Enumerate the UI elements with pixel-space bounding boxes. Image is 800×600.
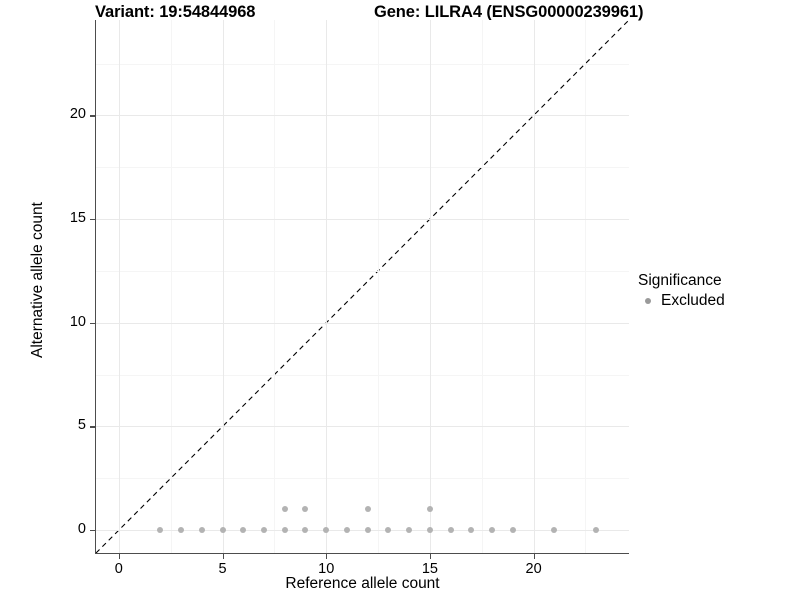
- gridline-major-horizontal: [96, 219, 629, 221]
- legend-item[interactable]: Excluded: [640, 292, 798, 310]
- y-tick-label: 15: [69, 210, 86, 227]
- x-tick-mark: [222, 554, 224, 559]
- data-point: [323, 527, 330, 534]
- legend-items: Excluded: [638, 292, 798, 310]
- variant-title: Variant: 19:54844968: [95, 3, 256, 21]
- gridline-minor-horizontal: [96, 63, 629, 65]
- gridline-minor-horizontal: [96, 374, 629, 376]
- data-point: [551, 527, 558, 534]
- x-tick-label: 10: [318, 561, 335, 577]
- x-tick-label: 15: [421, 561, 438, 577]
- y-tick-label: 0: [77, 521, 86, 538]
- y-tick-label: 10: [69, 313, 86, 330]
- gridline-major-horizontal: [96, 115, 629, 117]
- data-point: [364, 527, 371, 534]
- y-tick-mark: [90, 219, 95, 221]
- gridline-minor-horizontal: [96, 167, 629, 169]
- y-tick-mark: [90, 322, 95, 324]
- gridline-minor-vertical: [481, 20, 483, 553]
- legend-item-label: Excluded: [661, 292, 725, 309]
- y-tick-mark: [90, 426, 95, 428]
- gridline-minor-vertical: [585, 20, 587, 553]
- gridline-minor-horizontal: [96, 478, 629, 480]
- gridline-minor-vertical: [378, 20, 380, 553]
- y-tick-mark: [90, 530, 95, 532]
- y-tick-label: 5: [77, 417, 86, 434]
- data-point: [198, 527, 205, 534]
- gridline-major-vertical: [222, 20, 224, 553]
- x-tick-mark: [118, 554, 120, 559]
- y-axis-line: [95, 20, 97, 554]
- gridline-major-horizontal: [96, 530, 629, 532]
- gridline-major-vertical: [429, 20, 431, 553]
- legend-title: Significance: [638, 272, 722, 289]
- legend-dot-icon: [645, 298, 651, 304]
- legend-key: [640, 293, 656, 309]
- data-point: [447, 527, 454, 534]
- x-tick-label: 20: [525, 561, 542, 577]
- x-axis-line: [95, 553, 629, 555]
- data-point: [281, 506, 288, 513]
- data-point: [240, 527, 247, 534]
- data-point: [219, 527, 226, 534]
- gridline-major-vertical: [533, 20, 535, 553]
- gridline-major-vertical: [326, 20, 328, 553]
- data-point: [592, 527, 599, 534]
- y-axis-tick-labels: 0 5 10 15 20: [42, 0, 86, 600]
- x-tick-label: 5: [218, 561, 227, 577]
- data-point: [281, 527, 288, 534]
- x-tick-mark: [533, 554, 535, 559]
- y-tick-mark: [90, 115, 95, 117]
- data-point: [302, 506, 309, 513]
- plot-panel: [96, 20, 629, 553]
- gridline-minor-vertical: [170, 20, 172, 553]
- x-tick-mark: [429, 554, 432, 559]
- gene-title: Gene: LILRA4 (ENSG00000239961): [374, 3, 644, 21]
- data-point: [302, 527, 309, 534]
- x-tick-mark: [326, 554, 328, 559]
- gridline-major-horizontal: [96, 426, 629, 428]
- gridline-minor-horizontal: [96, 270, 629, 272]
- gridline-major-vertical: [118, 20, 120, 553]
- data-point: [157, 527, 164, 534]
- y-tick-label: 20: [69, 106, 86, 123]
- x-tick-label: 0: [114, 561, 123, 577]
- gridline-minor-vertical: [274, 20, 276, 553]
- data-point: [343, 527, 350, 534]
- legend: Significance Excluded: [638, 272, 798, 310]
- identity-reference-line: [96, 20, 629, 553]
- data-point: [364, 506, 371, 513]
- data-point: [260, 527, 267, 534]
- data-point: [426, 527, 433, 534]
- data-point: [426, 506, 433, 513]
- data-point: [489, 527, 496, 534]
- data-point: [509, 527, 516, 534]
- data-point: [178, 527, 185, 534]
- data-point: [468, 527, 475, 534]
- x-axis-label: Reference allele count: [285, 575, 440, 592]
- gridline-major-horizontal: [96, 322, 629, 324]
- plot-title-row: Variant: 19:54844968 Gene: LILRA4 (ENSG0…: [0, 3, 800, 25]
- data-point: [406, 527, 413, 534]
- data-point: [385, 527, 392, 534]
